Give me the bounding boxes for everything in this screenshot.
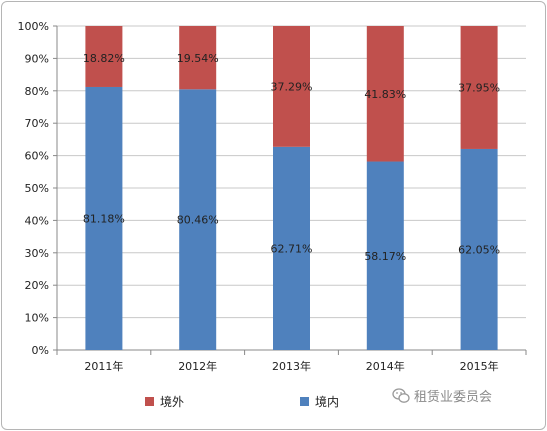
legend-label-domestic: 境内 bbox=[315, 395, 340, 409]
x-tick-label: 2013年 bbox=[272, 359, 311, 373]
wechat-icon bbox=[392, 387, 410, 403]
data-label: 58.17% bbox=[364, 250, 406, 263]
watermark: 租赁业委员会 bbox=[392, 386, 492, 405]
bar-overseas bbox=[273, 26, 310, 147]
x-tick-label: 2012年 bbox=[178, 359, 217, 373]
data-label: 81.18% bbox=[83, 212, 125, 225]
data-label: 80.46% bbox=[177, 214, 219, 227]
y-tick-label: 0% bbox=[32, 344, 49, 357]
data-label: 37.95% bbox=[458, 81, 500, 94]
data-label: 62.05% bbox=[458, 243, 500, 256]
legend-item-overseas: 境外 bbox=[145, 393, 184, 410]
bar-domestic bbox=[273, 146, 310, 350]
data-label: 19.54% bbox=[177, 52, 219, 65]
legend-swatch-domestic bbox=[300, 397, 309, 406]
x-tick-label: 2014年 bbox=[366, 359, 405, 373]
y-tick-label: 10% bbox=[25, 312, 49, 325]
y-tick-label: 90% bbox=[25, 52, 49, 65]
legend-item-domestic: 境内 bbox=[300, 393, 339, 410]
bar-domestic bbox=[85, 86, 123, 350]
y-tick-label: 20% bbox=[25, 279, 49, 292]
x-tick-label: 2011年 bbox=[84, 359, 123, 373]
x-tick-label: 2015年 bbox=[460, 359, 499, 373]
bar-domestic bbox=[366, 161, 404, 350]
legend-label-overseas: 境外 bbox=[160, 395, 185, 409]
data-label: 62.71% bbox=[271, 242, 313, 255]
bar-domestic bbox=[179, 89, 217, 350]
y-tick-label: 60% bbox=[25, 150, 49, 163]
bar-overseas bbox=[85, 26, 123, 87]
y-tick-label: 80% bbox=[25, 85, 49, 98]
bar-overseas bbox=[460, 26, 498, 149]
y-tick-label: 30% bbox=[25, 247, 49, 260]
data-label: 18.82% bbox=[83, 52, 125, 65]
legend-swatch-overseas bbox=[145, 397, 154, 406]
y-tick-label: 100% bbox=[18, 20, 49, 33]
bar-overseas bbox=[366, 26, 404, 162]
data-label: 41.83% bbox=[364, 88, 406, 101]
y-tick-label: 50% bbox=[25, 182, 49, 195]
y-tick-label: 40% bbox=[25, 214, 49, 227]
bar-domestic bbox=[460, 148, 498, 350]
y-tick-label: 70% bbox=[25, 117, 49, 130]
data-label: 37.29% bbox=[271, 80, 313, 93]
bar-overseas bbox=[179, 26, 217, 90]
watermark-text: 租赁业委员会 bbox=[414, 390, 493, 405]
